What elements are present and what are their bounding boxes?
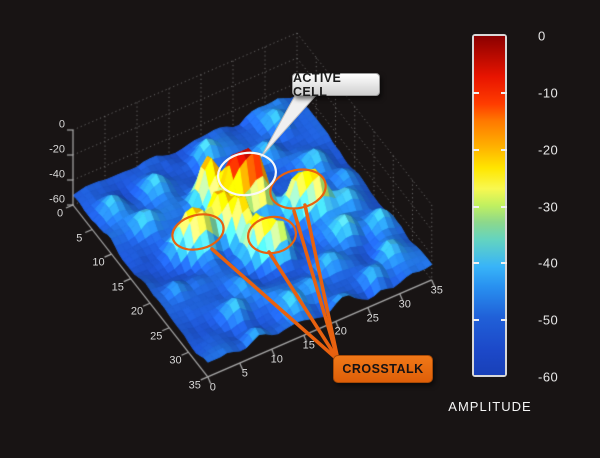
colorbar-tick-mark [501, 205, 507, 208]
x-axis-tick-label: 5 [241, 367, 248, 380]
x-axis-tick-label: 15 [302, 339, 315, 352]
colorbar-tick-label: -20 [538, 142, 559, 158]
y-axis-tick-label: 35 [188, 379, 201, 392]
x-axis-tick-label: 30 [398, 298, 411, 311]
colorbar-tick-label: -60 [538, 369, 559, 385]
amplitude-text: AMPLITUDE [448, 399, 532, 414]
x-axis-tick-label: 20 [334, 325, 347, 338]
y-axis-tick-label: 30 [169, 354, 182, 367]
y-axis-tick-label: 15 [111, 281, 124, 294]
z-axis-tick-label: 0 [58, 118, 65, 131]
colorbar-tick-mark [501, 319, 507, 322]
crosstalk-label: CROSSTALK [333, 355, 433, 383]
active-cell-ellipse [217, 151, 277, 197]
x-axis-tick-label: 35 [430, 284, 443, 297]
crosstalk-ellipse [247, 215, 297, 255]
crosstalk-ellipse [269, 168, 327, 210]
colorbar-tick-mark [501, 262, 507, 265]
x-axis-tick-label: 25 [366, 312, 379, 325]
colorbar-tick-label: -10 [538, 85, 559, 101]
colorbar-tick-mark [473, 319, 479, 322]
colorbar-tick-label: -40 [538, 255, 559, 271]
active-cell-callout-label: ACTIVE CELL [292, 70, 380, 99]
crosstalk-leader-line [292, 209, 340, 362]
colorbar-tick-mark [473, 148, 479, 151]
y-axis-tick-label: 25 [150, 330, 163, 343]
crosstalk-ellipse [171, 213, 225, 251]
x-axis-tick-label: 0 [209, 381, 216, 394]
z-axis-tick-label: -60 [49, 193, 65, 206]
x-axis-tick-label: 10 [270, 353, 283, 366]
colorbar-tick-mark [473, 205, 479, 208]
colorbar-tick-label: -50 [538, 312, 559, 328]
crosstalk-leader-line [267, 250, 340, 362]
crosstalk-leader-line [303, 203, 340, 362]
colorbar-tick-mark [473, 91, 479, 94]
crosstalk-text: CROSSTALK [342, 362, 424, 376]
z-axis-tick-label: -20 [49, 143, 65, 156]
y-axis-tick-label: 20 [130, 305, 144, 318]
y-axis-tick-label: 5 [76, 232, 83, 245]
colorbar-tick-label: -30 [538, 199, 559, 214]
colorbar-tick-label: 0 [538, 28, 546, 44]
y-axis-tick-label: 0 [56, 207, 64, 220]
active-cell-callout-pointer [260, 91, 321, 158]
crosstalk-leader-line [210, 247, 340, 362]
z-axis-tick-label: -40 [49, 168, 65, 181]
colorbar-tick-mark [501, 91, 507, 94]
active-cell-text: ACTIVE CELL [293, 70, 342, 99]
colorbar-tick-mark [473, 262, 479, 265]
colorbar-tick-mark [501, 148, 507, 151]
colorbar-title: AMPLITUDE [448, 399, 532, 414]
colorbar-gradient [474, 36, 505, 375]
y-axis-tick-label: 10 [92, 256, 105, 269]
